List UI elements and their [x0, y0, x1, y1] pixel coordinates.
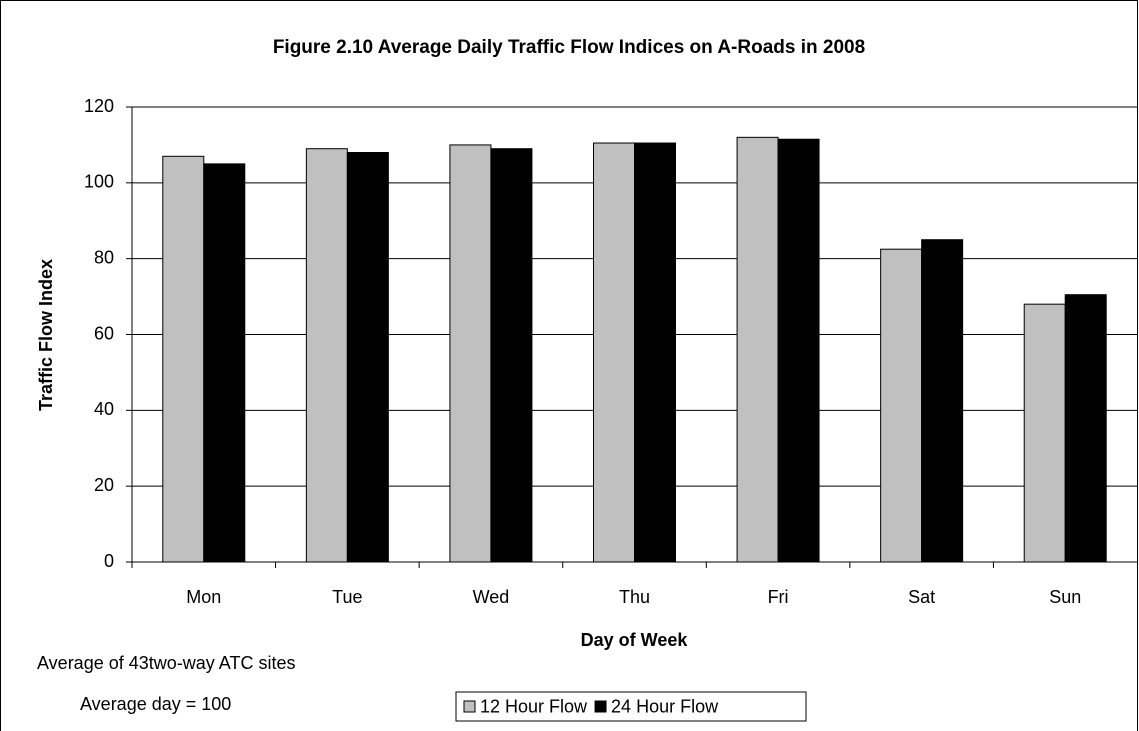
- bar: [736, 136, 779, 563]
- bar: [346, 152, 389, 563]
- y-tick-label: 120: [84, 96, 114, 116]
- legend-swatch: [594, 700, 607, 713]
- y-tick-label: 80: [94, 247, 114, 267]
- y-tick-label: 20: [94, 475, 114, 495]
- bar: [203, 163, 246, 563]
- legend-label: 24 Hour Flow: [611, 696, 719, 716]
- x-tick-label: Thu: [619, 587, 650, 607]
- y-tick-label: 60: [94, 323, 114, 343]
- chart-title: Figure 2.10 Average Daily Traffic Flow I…: [273, 37, 865, 58]
- bar: [449, 144, 492, 563]
- y-tick-label: 40: [94, 399, 114, 419]
- legend-box: [455, 691, 807, 722]
- x-axis-label: Day of Week: [581, 630, 689, 650]
- note: Average day = 100: [80, 694, 231, 714]
- x-tick-label: Mon: [186, 587, 221, 607]
- x-tick-label: Sat: [908, 587, 935, 607]
- x-tick-label: Wed: [473, 587, 510, 607]
- bar: [593, 142, 635, 563]
- x-tick-label: Tue: [332, 587, 362, 607]
- bar: [880, 248, 923, 563]
- y-axis-label: Traffic Flow Index: [36, 259, 56, 411]
- y-tick-label: 0: [104, 551, 114, 571]
- bar: [634, 142, 676, 563]
- bar: [1064, 294, 1107, 563]
- legend-label: 12 Hour Flow: [480, 696, 588, 716]
- bar: [162, 155, 205, 563]
- bar: [1023, 303, 1066, 563]
- x-tick-label: Fri: [768, 587, 789, 607]
- bar: [921, 239, 964, 563]
- y-tick-label: 100: [84, 172, 114, 192]
- legend-swatch: [463, 700, 476, 713]
- x-tick-label: Sun: [1049, 587, 1081, 607]
- bar: [490, 148, 533, 563]
- bar: [777, 138, 820, 563]
- note: Average of 43two-way ATC sites: [37, 653, 295, 673]
- bar: [305, 148, 348, 563]
